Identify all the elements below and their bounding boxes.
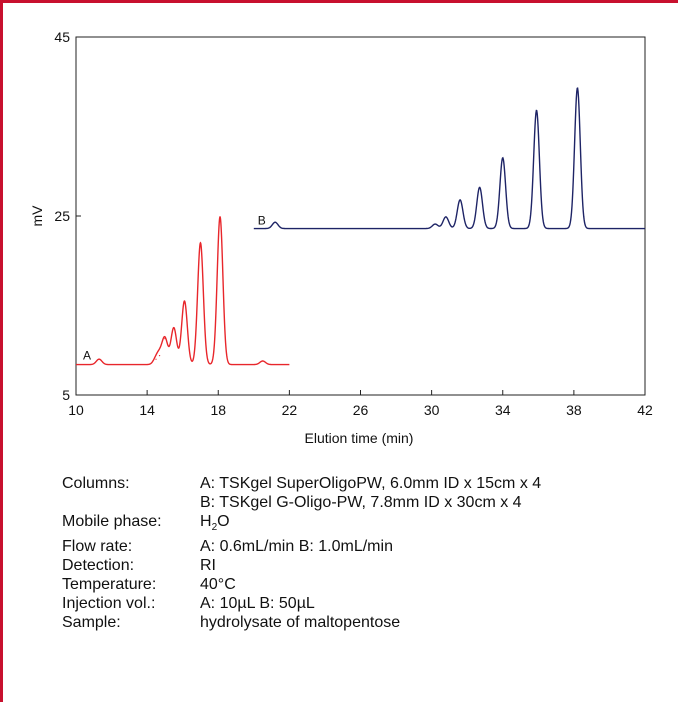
peak-point <box>479 186 481 188</box>
condition-value: RI <box>200 556 662 575</box>
series-a: A <box>76 216 290 366</box>
left-red-rule <box>0 0 3 702</box>
peak-point <box>459 199 461 201</box>
condition-row: B: TSKgel G-Oligo-PW, 7.8mm ID x 30cm x … <box>62 493 662 512</box>
peak-point <box>173 327 175 329</box>
y-axis-label: mV <box>29 205 45 227</box>
condition-row: Sample: hydrolysate of maltopentose <box>62 613 662 632</box>
condition-value-text: A: 10µL B: 50µL <box>200 595 315 613</box>
condition-value: A: 10µL B: 50µL <box>200 594 662 613</box>
condition-label: Temperature: <box>62 576 157 594</box>
y-tick-label: 5 <box>62 387 70 403</box>
condition-row: Temperature: 40°C <box>62 575 662 594</box>
x-tick-label: 42 <box>637 402 653 418</box>
condition-row: Flow rate: A: 0.6mL/min B: 1.0mL/min <box>62 537 662 556</box>
peak-point <box>445 216 447 218</box>
peak-point <box>183 300 186 302</box>
peak-point <box>274 221 276 223</box>
chart-series: AB <box>76 87 645 366</box>
peak-point <box>199 242 202 244</box>
x-tick-label: 30 <box>424 402 440 418</box>
y-tick-label: 45 <box>54 29 70 45</box>
x-tick-label: 26 <box>353 402 369 418</box>
x-tick-label: 18 <box>210 402 226 418</box>
condition-label: Mobile phase: <box>62 513 162 530</box>
x-tick-label: 34 <box>495 402 511 418</box>
condition-value-text: RI <box>200 557 216 575</box>
condition-row: Injection vol.: A: 10µL B: 50µL <box>62 594 662 613</box>
condition-row: Mobile phase: H2O <box>62 512 662 537</box>
peak-point <box>98 358 100 360</box>
top-red-rule <box>0 0 678 3</box>
condition-value-text: B: TSKgel G-Oligo-PW, 7.8mm ID x 30cm x … <box>200 494 522 511</box>
condition-value-text: A: 0.6mL/min B: 1.0mL/min <box>200 538 393 556</box>
condition-label: Columns: <box>62 475 130 492</box>
chart-ticks: 10 14 18 22 26 30 34 38 42 5 25 45 <box>54 29 653 418</box>
condition-value-subscript: 2 <box>211 522 218 534</box>
condition-value: H2O <box>200 512 662 537</box>
condition-value: B: TSKgel G-Oligo-PW, 7.8mm ID x 30cm x … <box>200 493 662 512</box>
condition-value-text: 40°C <box>200 576 236 594</box>
peak-point <box>535 109 538 111</box>
conditions-table: Columns: A: TSKgel SuperOligoPW, 6.0mm ID… <box>62 474 662 632</box>
condition-value-text: hydrolysate of maltopentose <box>200 614 401 632</box>
x-tick-label: 38 <box>566 402 582 418</box>
condition-value: A: 0.6mL/min B: 1.0mL/min <box>200 537 662 556</box>
peak-point <box>262 360 264 362</box>
peak-point <box>576 87 579 89</box>
series-line-a <box>76 216 290 366</box>
x-tick-label: 10 <box>68 402 84 418</box>
condition-value-suffix: O <box>217 513 230 530</box>
condition-value-text: H <box>200 513 212 530</box>
condition-value: hydrolysate of maltopentose <box>200 613 662 632</box>
series-label-b: B <box>258 214 266 228</box>
condition-label <box>62 493 200 512</box>
peak-point <box>434 223 436 225</box>
peak-point <box>158 355 161 357</box>
condition-label: Injection vol.: <box>62 595 156 613</box>
condition-row: Detection: RI <box>62 556 662 575</box>
condition-value: 40°C <box>200 575 662 594</box>
peak-point <box>502 157 504 159</box>
condition-row: Columns: A: TSKgel SuperOligoPW, 6.0mm ID… <box>62 474 662 493</box>
condition-label: Sample: <box>62 614 121 632</box>
peak-point <box>219 216 221 218</box>
x-tick-label: 14 <box>139 402 155 418</box>
series-line-b <box>253 87 645 230</box>
condition-label: Detection: <box>62 557 135 575</box>
condition-value-text: A: TSKgel SuperOligoPW, 6.0mm ID x 15cm … <box>200 475 542 492</box>
x-axis-label: Elution time (min) <box>305 430 414 446</box>
condition-label: Flow rate: <box>62 538 133 556</box>
condition-value: A: TSKgel SuperOligoPW, 6.0mm ID x 15cm … <box>200 474 662 493</box>
y-tick-label: 25 <box>54 208 70 224</box>
peak-point <box>164 338 166 340</box>
chart-axes <box>75 36 646 396</box>
plot-area-border <box>75 36 646 396</box>
peak-point <box>155 358 157 360</box>
x-tick-label: 22 <box>282 402 298 418</box>
series-label-a: A <box>83 349 91 363</box>
series-b: B <box>253 87 645 230</box>
